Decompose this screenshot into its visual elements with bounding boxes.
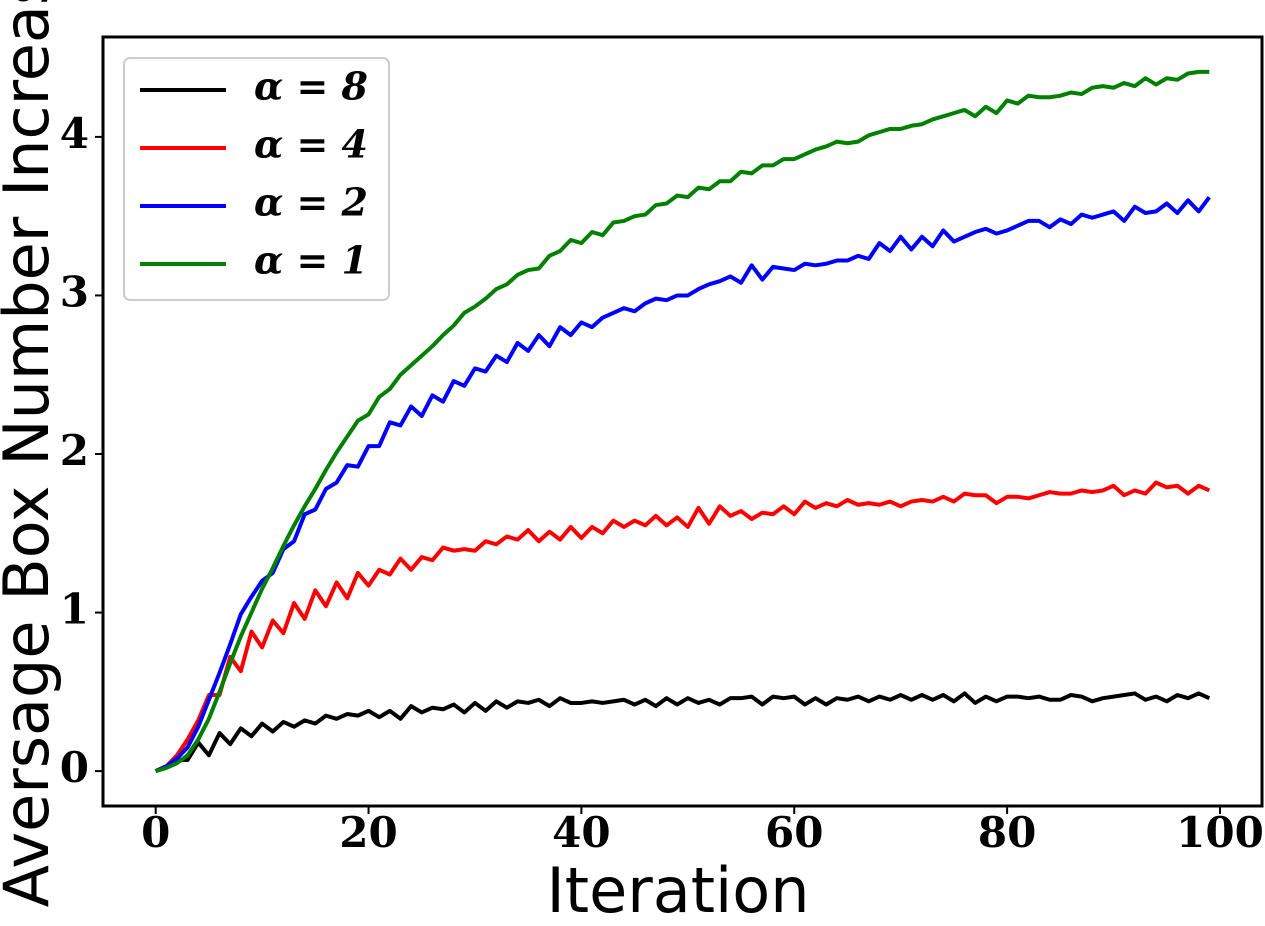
legend-label: α = 4	[254, 122, 368, 167]
x-tick-label: 0	[141, 808, 170, 857]
y-tick-label: 0	[60, 743, 89, 792]
legend-box	[123, 57, 390, 301]
x-tick-label: 100	[1176, 808, 1264, 857]
series-line	[154, 195, 1211, 773]
series-line	[154, 480, 1211, 773]
series-line	[154, 691, 1211, 773]
plot-frame	[101, 35, 1264, 808]
y-tick-label: 2	[60, 426, 89, 475]
legend-label: α = 1	[254, 238, 368, 283]
legend-label: α = 8	[254, 64, 368, 109]
y-tick-label: 4	[60, 109, 89, 158]
y-axis-label: Aversage Box Number Increase	[0, 0, 63, 907]
x-tick-label: 40	[552, 808, 610, 857]
y-tick-label: 3	[60, 267, 89, 316]
y-tick-label: 1	[60, 585, 89, 634]
series-line	[155, 69, 1210, 774]
x-tick-label: 60	[765, 808, 823, 857]
legend-label: α = 2	[254, 180, 368, 225]
x-tick-label: 20	[339, 808, 397, 857]
x-tick-label: 80	[978, 808, 1036, 857]
x-axis-label: Iteration	[547, 854, 810, 926]
